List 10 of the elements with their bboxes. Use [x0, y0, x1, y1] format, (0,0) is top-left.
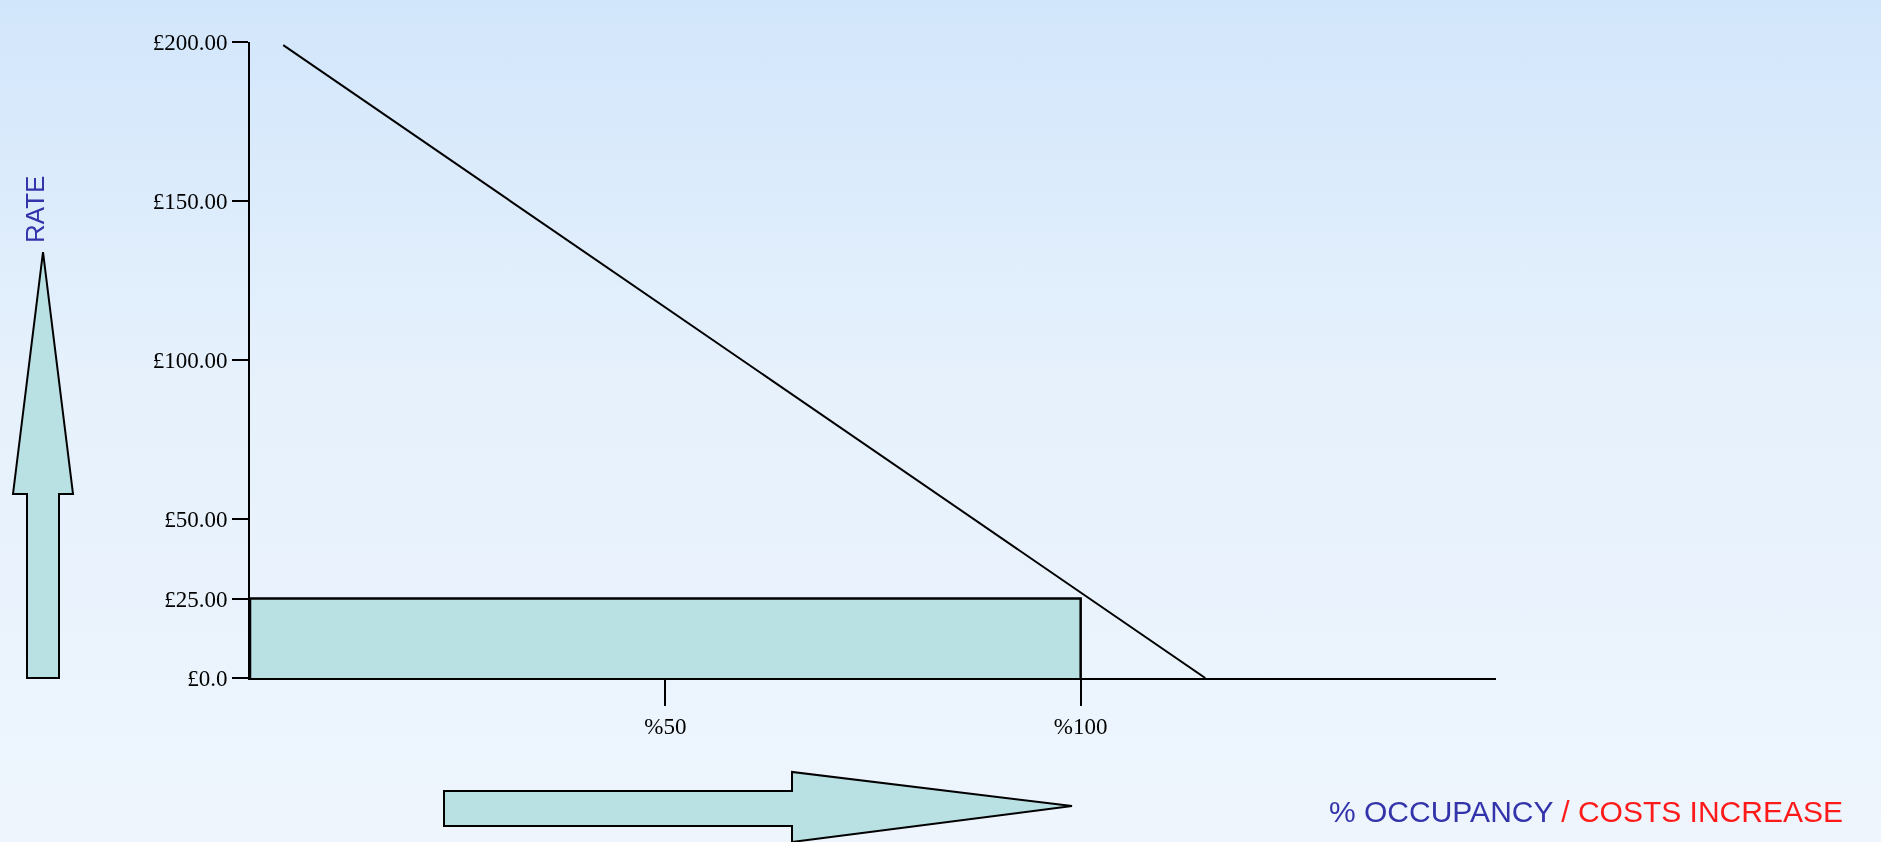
- y-tick-label: £25.00: [164, 586, 228, 612]
- y-tick-label: £100.00: [152, 348, 228, 374]
- y-tick-label: £50.00: [164, 507, 228, 533]
- y-axis-title: RATE: [20, 175, 51, 243]
- x-tick-label: %100: [1053, 713, 1108, 739]
- x-axis-title: % OCCUPANCY / COSTS INCREASE: [1329, 795, 1843, 828]
- y-tick-label: £200.00: [152, 30, 228, 56]
- y-tick-label: £0.0: [187, 666, 228, 692]
- x-tick-label: %50: [644, 713, 687, 739]
- y-tick-label: £150.00: [152, 189, 228, 215]
